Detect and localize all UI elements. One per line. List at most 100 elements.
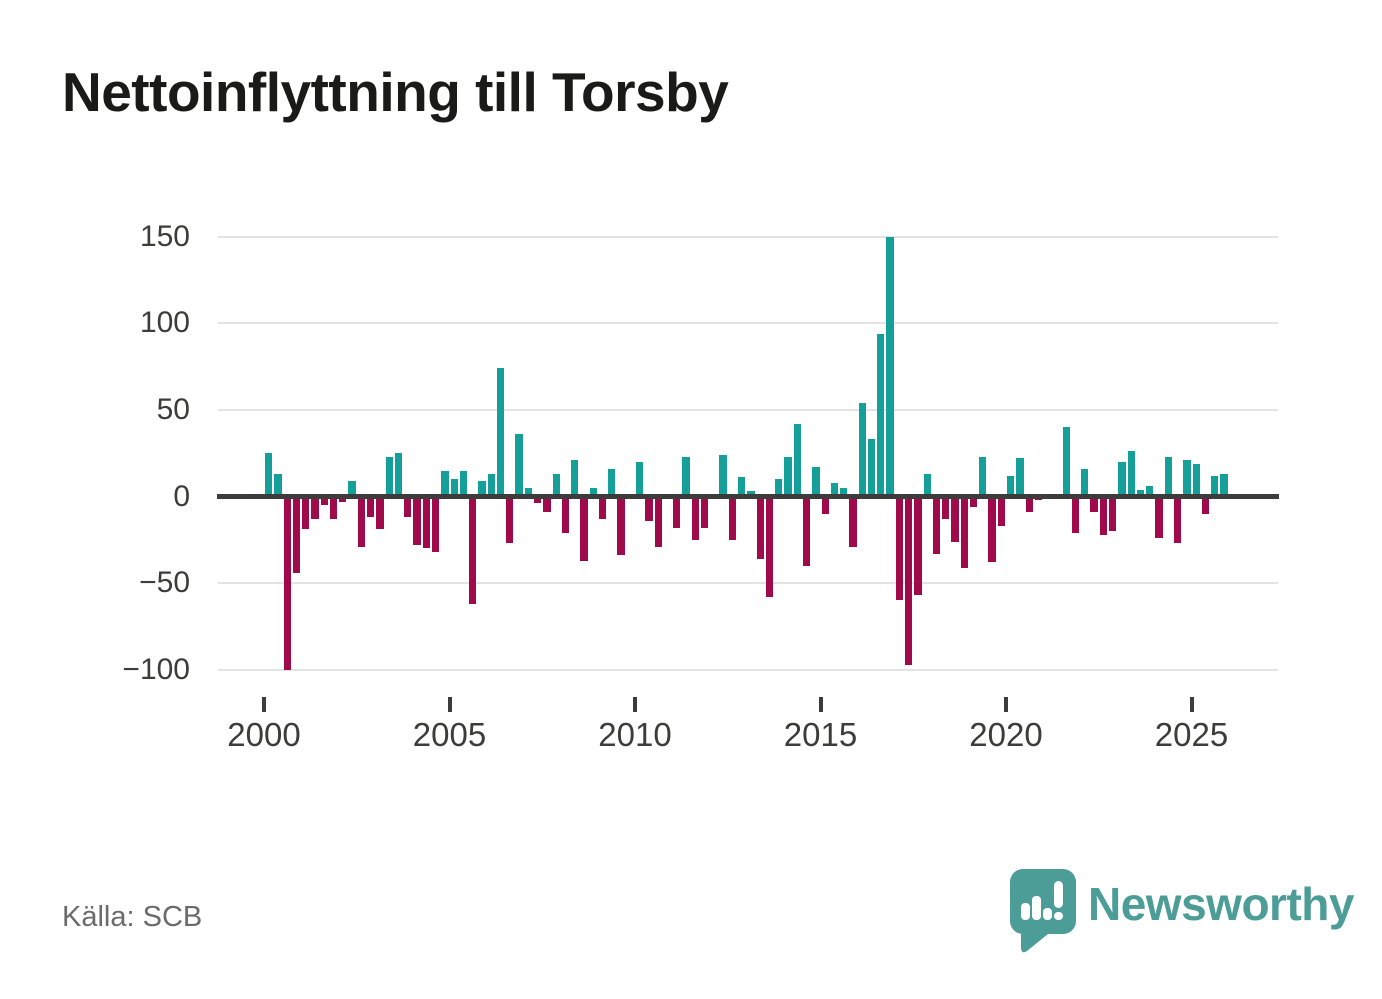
x-axis-tick-2020 bbox=[1004, 697, 1008, 712]
bar-2019-q3 bbox=[988, 496, 996, 563]
bar-2004-q1 bbox=[413, 496, 421, 545]
bar-2014-q2 bbox=[793, 423, 801, 497]
bar-2012-q2 bbox=[719, 454, 727, 497]
x-axis-tick-2015 bbox=[818, 697, 823, 712]
bar-2005-q3 bbox=[469, 496, 477, 604]
bar-2010-q1 bbox=[636, 461, 644, 497]
bar-2025-q2 bbox=[1201, 496, 1210, 514]
bar-glyph-2 bbox=[1032, 896, 1041, 920]
bar-2015-q4 bbox=[849, 496, 857, 547]
bar-2020-q1 bbox=[1007, 475, 1015, 497]
bar-2021-q3 bbox=[1062, 427, 1070, 497]
bar-2020-q3 bbox=[1025, 496, 1033, 513]
y-axis-label-0: 0 bbox=[173, 479, 190, 513]
bar-2015-q1 bbox=[821, 496, 829, 514]
bar-2006-q3 bbox=[506, 496, 514, 544]
bar-2002-q2 bbox=[348, 480, 356, 497]
bar-2025-q3 bbox=[1211, 475, 1219, 497]
bar-2022-q3 bbox=[1099, 496, 1108, 535]
bar-2006-q1 bbox=[487, 473, 495, 497]
bar-2014-q4 bbox=[812, 467, 820, 497]
x-axis-tick-2005 bbox=[447, 697, 452, 712]
bar-2022-q4 bbox=[1109, 496, 1117, 532]
bar-2000-q1 bbox=[265, 453, 273, 497]
gridline--50 bbox=[218, 582, 1278, 585]
bar-2003-q4 bbox=[404, 496, 412, 518]
bar-2018-q2 bbox=[942, 496, 950, 520]
x-axis-tick-2000 bbox=[262, 697, 266, 712]
bar-2013-q2 bbox=[756, 496, 764, 559]
exclamation-bar bbox=[1054, 881, 1063, 908]
newsworthy-logo-icon bbox=[1010, 869, 1076, 953]
bar-2008-q1 bbox=[561, 496, 570, 533]
bar-2022-q1 bbox=[1081, 468, 1089, 497]
bar-2021-q4 bbox=[1071, 496, 1080, 533]
bar-2017-q2 bbox=[904, 496, 913, 665]
bar-2024-q1 bbox=[1155, 496, 1163, 539]
bar-2004-q3 bbox=[431, 496, 440, 552]
bar-2023-q2 bbox=[1127, 451, 1135, 497]
bar-2007-q1 bbox=[524, 487, 532, 497]
bar-2007-q3 bbox=[543, 496, 551, 513]
bar-2015-q3 bbox=[840, 487, 848, 497]
bar-2023-q3 bbox=[1136, 489, 1145, 497]
bar-2000-q4 bbox=[292, 496, 301, 573]
bar-2009-q2 bbox=[608, 468, 616, 497]
speech-bubble-shape bbox=[1010, 869, 1076, 953]
x-axis-tick-2010 bbox=[633, 697, 637, 712]
newsworthy-logo: Newsworthy bbox=[1010, 869, 1354, 955]
bar-2011-q1 bbox=[673, 496, 681, 528]
bar-2008-q4 bbox=[589, 487, 597, 497]
bar-2011-q2 bbox=[682, 456, 690, 497]
bar-2004-q4 bbox=[441, 470, 449, 497]
bar-2009-q1 bbox=[598, 496, 607, 520]
bar-2009-q3 bbox=[617, 496, 625, 556]
exclamation-dot bbox=[1054, 912, 1063, 920]
bar-2003-q3 bbox=[394, 453, 403, 497]
bar-2019-q2 bbox=[979, 456, 987, 497]
source-note: Källa: SCB bbox=[62, 901, 203, 933]
bar-2016-q4 bbox=[886, 236, 894, 497]
bar-2025-q4 bbox=[1220, 473, 1228, 497]
bar-2007-q2 bbox=[533, 496, 542, 504]
bar-2024-q2 bbox=[1164, 456, 1172, 497]
bar-2018-q4 bbox=[960, 496, 968, 568]
bar-2024-q3 bbox=[1173, 496, 1182, 544]
bar-2003-q1 bbox=[376, 496, 384, 530]
bar-2017-q1 bbox=[895, 496, 903, 601]
bar-2007-q4 bbox=[552, 473, 560, 497]
x-axis-label-2000: 2000 bbox=[227, 716, 301, 753]
zero-axis-line bbox=[217, 494, 1279, 499]
bar-2001-q1 bbox=[302, 496, 310, 530]
gridline--100 bbox=[218, 668, 1278, 671]
bar-2005-q4 bbox=[478, 480, 486, 497]
bar-2010-q2 bbox=[645, 496, 653, 521]
y-axis-label-50: 50 bbox=[156, 392, 190, 426]
bar-2003-q2 bbox=[385, 456, 393, 497]
bar-2002-q4 bbox=[367, 496, 375, 518]
bar-2018-q3 bbox=[951, 496, 959, 542]
y-axis-label--50: −50 bbox=[139, 566, 190, 600]
bar-2017-q4 bbox=[923, 473, 931, 497]
bar-2000-q2 bbox=[274, 473, 282, 497]
bar-2006-q4 bbox=[515, 434, 523, 497]
bar-2011-q3 bbox=[691, 496, 699, 540]
bar-2010-q3 bbox=[654, 496, 662, 547]
bar-2005-q1 bbox=[450, 479, 458, 497]
bar-2023-q4 bbox=[1146, 486, 1154, 497]
bar-2001-q4 bbox=[329, 496, 338, 520]
bar-2006-q2 bbox=[496, 368, 505, 497]
bar-2025-q1 bbox=[1192, 463, 1200, 497]
bar-2002-q3 bbox=[357, 496, 366, 547]
bar-glyph-1 bbox=[1021, 903, 1030, 920]
bar-2002-q1 bbox=[339, 496, 347, 502]
y-axis-label--100: −100 bbox=[122, 652, 190, 686]
bar-2011-q4 bbox=[700, 496, 709, 528]
gridline-150 bbox=[218, 235, 1278, 238]
bar-glyph-3 bbox=[1043, 908, 1052, 920]
bar-2020-q2 bbox=[1016, 458, 1024, 497]
chart-title: Nettoinflyttning till Torsby bbox=[62, 61, 729, 123]
bar-2013-q3 bbox=[765, 496, 774, 597]
bar-2013-q4 bbox=[775, 479, 783, 497]
